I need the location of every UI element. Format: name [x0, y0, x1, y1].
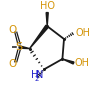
- Text: OH: OH: [76, 28, 91, 38]
- Text: 2: 2: [34, 76, 38, 82]
- Text: N: N: [36, 70, 43, 80]
- Text: HO: HO: [40, 1, 55, 11]
- Text: O: O: [8, 59, 17, 69]
- Text: S: S: [16, 42, 23, 52]
- Polygon shape: [62, 59, 74, 64]
- Text: OH: OH: [75, 58, 90, 68]
- Polygon shape: [46, 13, 48, 26]
- Text: H: H: [31, 70, 38, 80]
- Polygon shape: [30, 25, 48, 49]
- Text: O: O: [8, 25, 17, 35]
- Polygon shape: [19, 46, 30, 49]
